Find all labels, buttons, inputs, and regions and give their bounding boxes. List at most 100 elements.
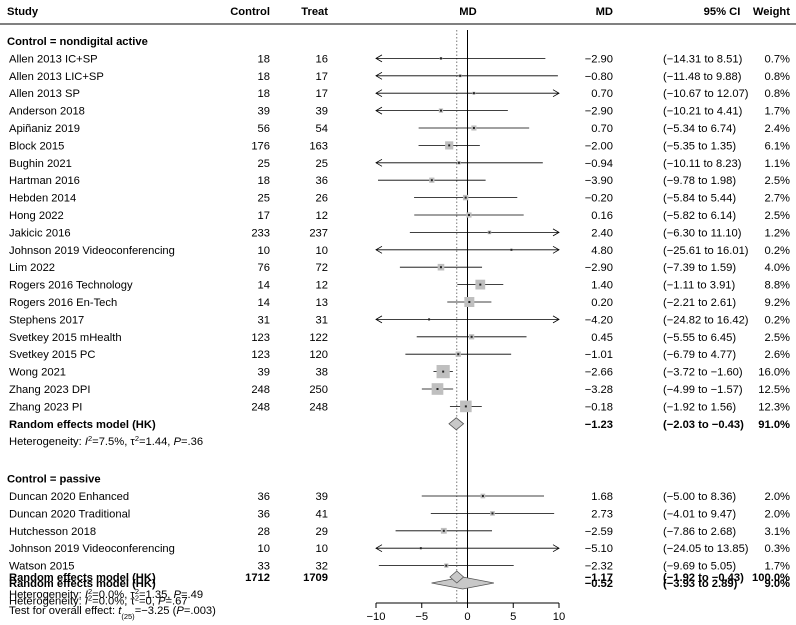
study-md: 0.70 [591,88,613,100]
point-estimate [448,144,451,147]
study-md: −3.90 [585,175,613,187]
subgroup-summary-weight: 9.0% [765,578,791,590]
summary-diamond [431,576,495,590]
study-treat: 12 [316,210,328,222]
study-control: 31 [258,314,270,326]
study-ci: (−4.01 to 9.47) [663,508,736,520]
point-estimate [457,161,460,164]
point-estimate [464,405,467,408]
study-name: Svetkey 2015 PC [9,349,95,361]
study-md: −0.80 [585,71,613,83]
ci-arrow-left [375,158,383,167]
study-weight: 2.5% [765,332,791,344]
study-md: 1.40 [591,280,613,292]
study-control: 10 [258,245,270,257]
study-name: Johnson 2019 Videoconferencing [9,245,175,257]
study-control: 36 [258,508,270,520]
study-weight: 2.0% [765,508,791,520]
point-estimate [491,512,494,515]
study-md: −2.90 [585,262,613,274]
study-md: 1.68 [591,491,613,503]
study-weight: 2.0% [765,491,791,503]
study-treat: 32 [316,561,328,573]
study-md: −2.59 [585,526,613,538]
group-label: Control = nondigital active [7,36,148,48]
study-control: 14 [258,280,270,292]
study-treat: 36 [316,175,328,187]
study-ci: (−5.82 to 6.14) [663,210,736,222]
study-name: Lim 2022 [9,262,55,274]
study-name: Watson 2015 [9,561,75,573]
study-treat: 250 [309,384,328,396]
study-ci: (−6.79 to 4.77) [663,349,736,361]
subgroup-heterogeneity: Heterogeneity: I2=7.5%, τ2=1.44, P=.36 [9,434,203,449]
study-ci: (−2.21 to 2.61) [663,297,736,309]
study-treat: 25 [316,158,328,170]
study-treat: 122 [309,332,328,344]
subgroup-heterogeneity: Heterogeneity: I2=0.0%, τ2=0, P=.67 [9,593,188,608]
study-md: 0.20 [591,297,613,309]
study-ci: (−5.00 to 8.36) [663,491,736,503]
header-treat: Treat [301,6,328,18]
study-ci: (−5.84 to 5.44) [663,193,736,205]
study-weight: 0.2% [765,245,791,257]
study-control: 18 [258,175,270,187]
header-weight: Weight [753,6,790,18]
overall-weight: 100.0% [752,572,790,584]
study-weight: 1.1% [765,158,791,170]
study-control: 123 [251,332,270,344]
study-weight: 1.7% [765,106,791,118]
study-weight: 2.5% [765,210,791,222]
x-axis-tick-label: 10 [553,611,565,623]
study-weight: 9.2% [765,297,791,309]
study-weight: 2.5% [765,175,791,187]
study-md: −1.01 [585,349,613,361]
study-control: 18 [258,71,270,83]
study-control: 28 [258,526,270,538]
study-name: Stephens 2017 [9,314,84,326]
study-name: Allen 2013 IC+SP [9,53,98,65]
study-weight: 0.8% [765,88,791,100]
study-name: Wong 2021 [9,367,66,379]
ci-arrow-right [552,245,560,254]
study-name: Rogers 2016 En-Tech [9,297,117,309]
header-md-plot: MD [459,6,476,18]
study-treat: 12 [316,280,328,292]
study-ci: (−6.30 to 11.10) [663,227,742,239]
study-name: Hartman 2016 [9,175,80,187]
study-treat: 10 [316,543,328,555]
ci-arrow-right [552,89,560,98]
study-name: Block 2015 [9,140,64,152]
x-axis-tick-label: 5 [510,611,516,623]
study-md: 2.73 [591,508,613,520]
study-weight: 0.8% [765,71,791,83]
study-weight: 0.2% [765,314,791,326]
study-treat: 237 [309,227,328,239]
point-estimate [467,214,470,216]
point-estimate [457,353,460,356]
study-weight: 0.7% [765,53,791,65]
study-control: 76 [258,262,270,274]
study-ci: (−7.86 to 2.68) [663,526,736,538]
overall-ci: (−1.92 to −0.43) [663,572,744,584]
study-weight: 8.8% [765,280,791,292]
point-estimate [436,388,439,390]
study-ci: (−10.21 to 4.41) [663,106,743,118]
study-ci: (−14.31 to 8.51) [663,53,743,65]
study-name: Duncan 2020 Enhanced [9,491,129,503]
study-control: 123 [251,349,270,361]
study-name: Zhang 2023 PI [9,401,82,413]
study-ci: (−4.99 to −1.57) [663,384,743,396]
point-estimate [439,109,442,112]
point-estimate [472,92,475,95]
point-estimate [468,301,471,303]
header-control: Control [230,6,270,18]
ci-arrow-left [375,89,383,98]
study-weight: 3.1% [765,526,791,538]
point-estimate [439,57,442,60]
study-treat: 29 [316,526,328,538]
x-axis-tick-label: −5 [415,611,428,623]
study-name: Allen 2013 SP [9,88,80,100]
study-ci: (−1.11 to 3.91) [663,280,736,292]
